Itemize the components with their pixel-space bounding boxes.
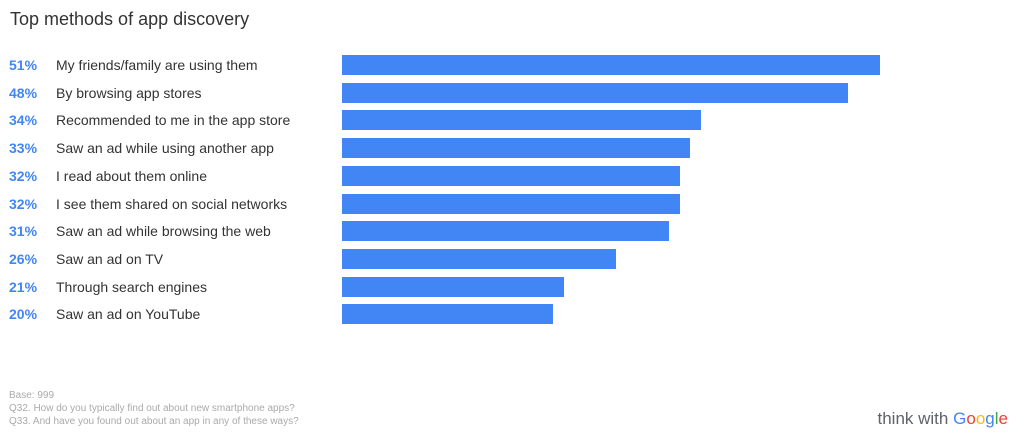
bar-row: 26% Saw an ad on TV	[0, 249, 1024, 269]
bar	[342, 304, 553, 324]
bar	[342, 55, 880, 75]
bar-row: 21% Through search engines	[0, 277, 1024, 297]
bar-row: 48% By browsing app stores	[0, 83, 1024, 103]
bar-row: 32% I read about them online	[0, 166, 1024, 186]
category-label: Saw an ad on TV	[56, 251, 164, 267]
percent-label: 33%	[9, 140, 38, 156]
category-label: Through search engines	[56, 279, 207, 295]
bar-row: 20% Saw an ad on YouTube	[0, 304, 1024, 324]
bar	[342, 249, 617, 269]
footnotes: Base: 999 Q32. How do you typically find…	[9, 389, 299, 428]
category-label: By browsing app stores	[56, 85, 202, 101]
bar-chart: 51% My friends/family are using them 48% By…	[0, 52, 1024, 332]
bar-row: 31% Saw an ad while browsing the web	[0, 221, 1024, 241]
percent-label: 51%	[9, 57, 38, 73]
bar	[342, 194, 680, 214]
percent-label: 26%	[9, 251, 38, 267]
bar	[342, 166, 680, 186]
bar	[342, 277, 564, 297]
bar-row: 51% My friends/family are using them	[0, 55, 1024, 75]
category-label: Saw an ad while using another app	[56, 140, 274, 156]
percent-label: 34%	[9, 112, 38, 128]
category-label: I see them shared on social networks	[56, 196, 288, 212]
bar	[342, 221, 670, 241]
logo-prefix: think with	[877, 409, 949, 428]
percent-label: 48%	[9, 85, 38, 101]
category-label: Saw an ad on YouTube	[56, 306, 201, 322]
category-label: Recommended to me in the app store	[56, 112, 291, 128]
bar	[342, 83, 849, 103]
percent-label: 21%	[9, 279, 38, 295]
percent-label: 32%	[9, 168, 38, 184]
category-label: I read about them online	[56, 168, 207, 184]
bar-row: 33% Saw an ad while using another app	[0, 138, 1024, 158]
bar-row: 32% I see them shared on social networks	[0, 194, 1024, 214]
think-with-google-logo: think with Google	[878, 409, 1009, 429]
bar-row: 34% Recommended to me in the app store	[0, 110, 1024, 130]
bar	[342, 110, 701, 130]
footnote-q33: Q33. And have you found out about an app…	[9, 416, 299, 427]
bar	[342, 138, 691, 158]
percent-label: 20%	[9, 306, 38, 322]
category-label: Saw an ad while browsing the web	[56, 223, 271, 239]
footnote-q32: Q32. How do you typically find out about…	[9, 403, 295, 414]
chart-title: Top methods of app discovery	[10, 9, 250, 29]
percent-label: 31%	[9, 223, 38, 239]
footnote-base: Base: 999	[9, 390, 55, 401]
logo-brand: Google	[953, 409, 1008, 428]
percent-label: 32%	[9, 196, 38, 212]
category-label: My friends/family are using them	[56, 57, 258, 73]
